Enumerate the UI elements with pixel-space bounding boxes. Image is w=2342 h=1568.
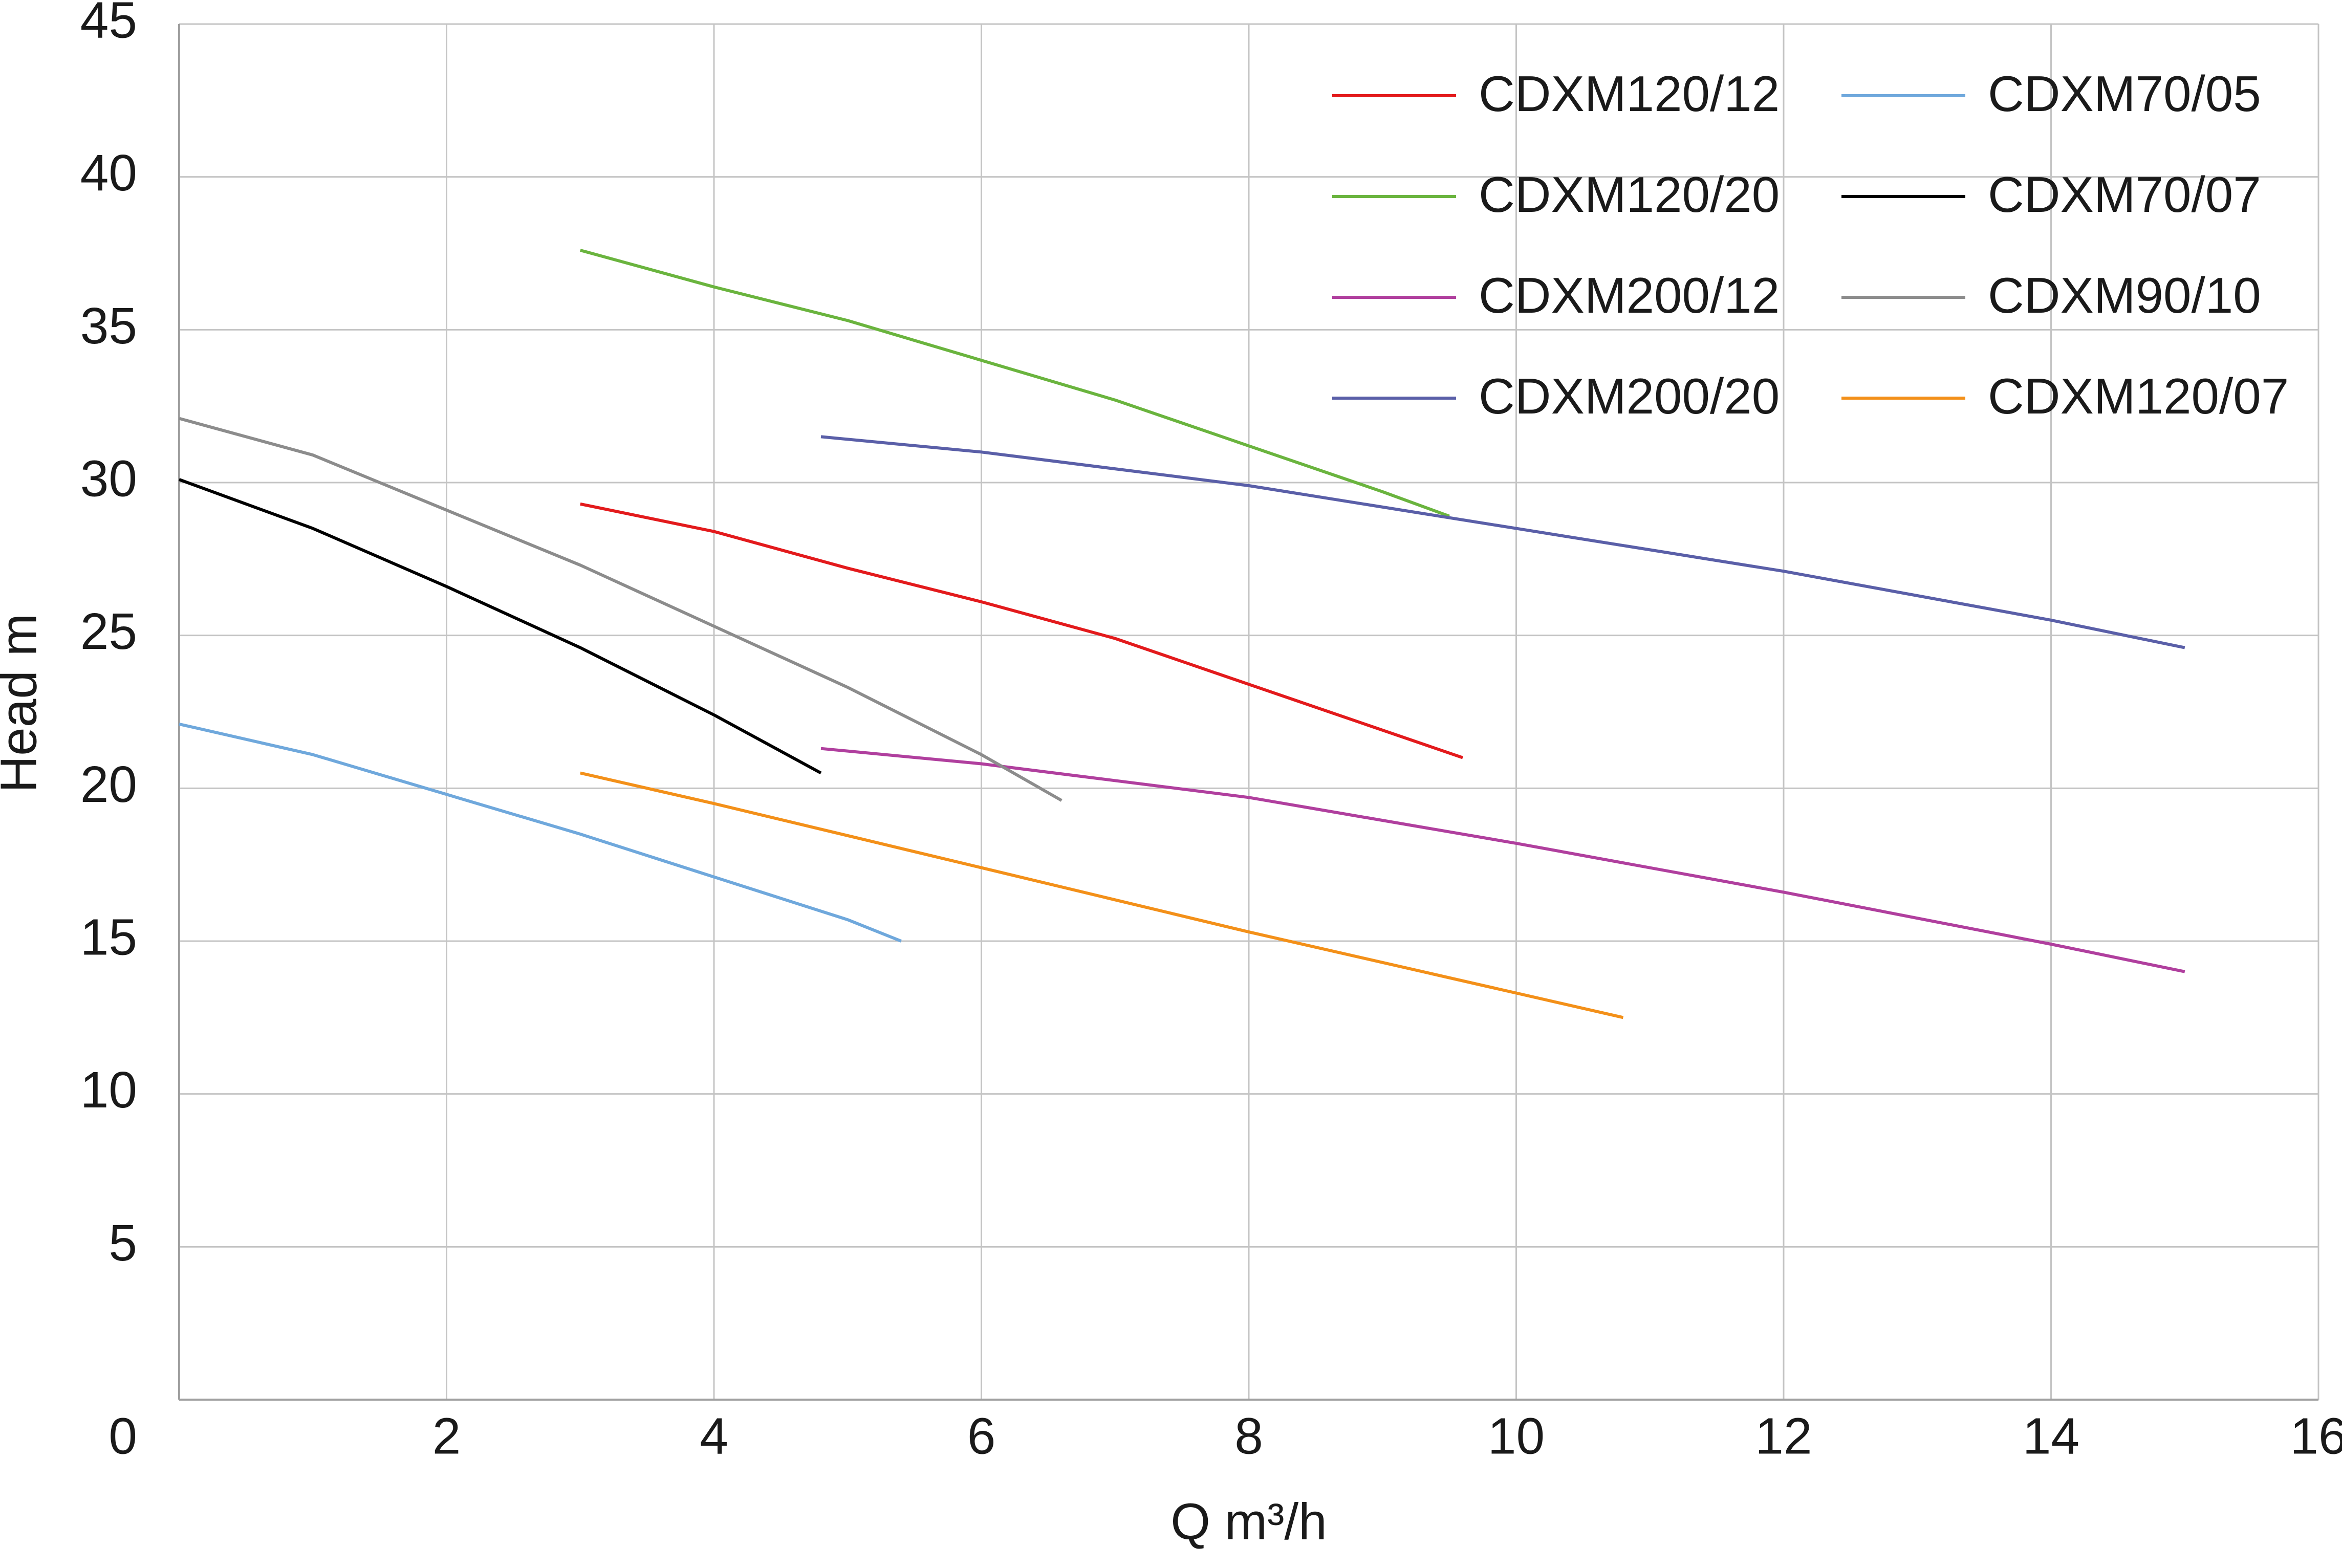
series-line [820,747,2185,973]
series-line [580,502,1463,759]
legend-label: CDXM90/10 [1988,267,2261,323]
x-tick-label: 12 [1755,1407,1812,1465]
x-axis-title: Q m³/h [1170,1493,1327,1550]
y-axis-title: Head m [0,614,47,793]
y-tick-label: 40 [80,144,137,202]
series-line [820,435,2185,649]
legend-label: CDXM120/12 [1479,66,1780,122]
x-tick-label: 6 [967,1407,996,1465]
series-line [580,771,1624,1019]
legend-label: CDXM120/20 [1479,166,1780,223]
legend-label: CDXM120/07 [1988,368,2289,424]
y-tick-label: 20 [80,756,137,813]
x-tick-label: 10 [1488,1407,1545,1465]
y-tick-label: 10 [80,1061,137,1119]
x-tick-label: 2 [432,1407,461,1465]
series-line [580,249,1450,518]
series-line [178,478,822,775]
legend-label: CDXM70/07 [1988,166,2261,223]
y-tick-label: 25 [80,603,137,660]
x-tick-label: 0 [109,1407,137,1465]
x-tick-label: 16 [2290,1407,2342,1465]
legend-label: CDXM200/20 [1479,368,1780,424]
y-tick-label: 15 [80,908,137,966]
series-line [179,417,1062,802]
y-tick-label: 45 [80,0,137,49]
y-tick-label: 30 [80,450,137,507]
y-tick-label: 5 [109,1214,137,1272]
y-tick-label: 35 [80,297,137,355]
series-line [179,722,902,943]
x-tick-label: 4 [700,1407,728,1465]
x-tick-label: 8 [1234,1407,1263,1465]
legend-label: CDXM200/12 [1479,267,1780,323]
x-tick-label: 14 [2023,1407,2079,1465]
legend-label: CDXM70/05 [1988,66,2261,122]
